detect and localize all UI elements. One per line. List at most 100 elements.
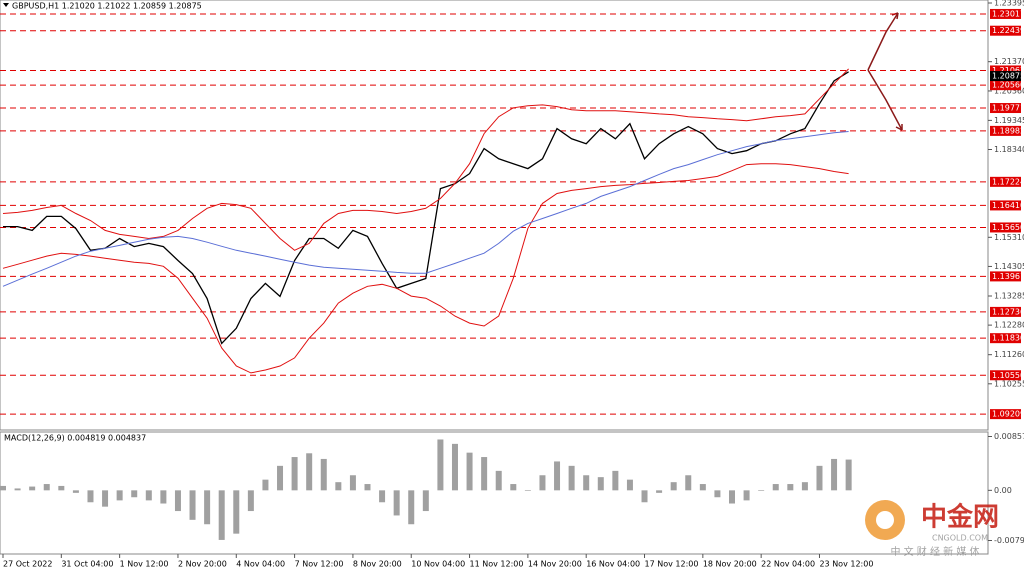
- macd-bar: [0, 485, 6, 491]
- indicator-line: [2, 131, 849, 287]
- macd-bar: [87, 490, 94, 503]
- level-label-box: [990, 103, 1021, 114]
- x-tick-label: 7 Nov 12:00: [295, 560, 344, 569]
- level-label: 1.16410: [992, 201, 1024, 210]
- y-tick-label: 1.12280: [994, 321, 1024, 330]
- macd-bar: [685, 475, 692, 491]
- macd-bar: [408, 490, 415, 525]
- macd-bar: [831, 458, 838, 491]
- macd-bar: [466, 452, 473, 491]
- y-tick-label: 1.10255: [994, 379, 1024, 388]
- price-line: [3, 71, 849, 345]
- macd-bar: [14, 488, 21, 491]
- macd-bar: [247, 490, 254, 512]
- macd-bar: [612, 470, 619, 491]
- macd-bar: [102, 490, 109, 507]
- main-frame: [0, 0, 989, 431]
- watermark: 中金网 CNGOLD.COM 中 文 财 经 新 媒 体: [865, 500, 999, 558]
- level-label: 1.15650: [992, 223, 1024, 232]
- x-tick-label: 11 Nov 12:00: [470, 560, 524, 569]
- macd-bar: [160, 490, 167, 504]
- x-tick-label: 4 Nov 04:00: [236, 560, 285, 569]
- macd-bar: [43, 484, 50, 491]
- macd-bar: [714, 490, 721, 498]
- macd-bar: [291, 457, 298, 491]
- macd-bar: [218, 490, 225, 540]
- macd-bar: [626, 479, 633, 491]
- x-tick-label: 1 Nov 12:00: [120, 560, 169, 569]
- macd-bar: [597, 477, 604, 491]
- macd-bar: [510, 484, 517, 491]
- macd-bar: [481, 457, 488, 491]
- x-tick-label: 17 Nov 12:00: [645, 560, 699, 569]
- level-label-box: [990, 200, 1021, 211]
- macd-bar: [204, 490, 211, 525]
- y-tick-label: -0.007991: [994, 536, 1024, 545]
- macd-bar: [641, 490, 648, 503]
- level-label: 1.20560: [992, 81, 1024, 90]
- x-tick-label: 10 Nov 04:00: [411, 560, 465, 569]
- macd-bar: [758, 490, 765, 491]
- logo-site: CNGOLD.COM: [932, 534, 988, 543]
- current-price-box: [990, 71, 1021, 82]
- arrow-down: [867, 69, 903, 131]
- macd-bar: [189, 490, 196, 520]
- level-label-box: [990, 8, 1021, 19]
- level-label-box: [990, 25, 1021, 36]
- level-label: 1.19771: [992, 104, 1024, 113]
- macd-bar: [306, 453, 313, 491]
- x-tick-label: 22 Nov 04:00: [761, 560, 815, 569]
- macd-bar: [262, 479, 269, 491]
- macd-bar: [554, 461, 561, 491]
- y-tick-label: 1.20360: [994, 86, 1024, 95]
- y-tick-label: 0.008572: [994, 432, 1024, 441]
- y-tick-label: 1.18340: [994, 145, 1024, 154]
- x-tick-label: 27 Oct 2022: [3, 560, 52, 569]
- level-label: 1.17224: [992, 177, 1024, 186]
- level-label: 1.09209: [992, 410, 1024, 419]
- level-label-box: [990, 333, 1021, 344]
- macd-bar: [699, 484, 706, 491]
- macd-bar: [729, 490, 735, 504]
- macd-bar: [233, 490, 240, 534]
- level-label: 1.18982: [992, 126, 1024, 135]
- arrow-up: [867, 12, 899, 71]
- level-label-box: [990, 271, 1021, 282]
- macd-bar: [451, 443, 458, 491]
- current-price-label: 1.20875: [992, 72, 1024, 81]
- macd-bar: [277, 465, 284, 491]
- macd-bar: [772, 484, 779, 491]
- logo-text: 中金网: [921, 502, 999, 533]
- level-label: 1.12736: [992, 307, 1024, 316]
- macd-bar: [320, 458, 327, 491]
- y-tick-label: 1.13285: [994, 291, 1024, 300]
- macd-bar: [131, 490, 138, 498]
- level-label: 1.21067: [992, 66, 1024, 75]
- y-tick-label: 1.15310: [994, 233, 1024, 242]
- indicator-line: [2, 163, 849, 374]
- level-label-box: [990, 370, 1021, 381]
- macd-bar: [379, 490, 386, 503]
- x-tick-label: 16 Nov 04:00: [586, 560, 640, 569]
- level-label: 1.22439: [992, 26, 1024, 35]
- arrow-head: [895, 124, 903, 131]
- y-tick-label: 1.14305: [994, 262, 1024, 271]
- macd-bar: [583, 475, 590, 491]
- macd-bar: [495, 470, 502, 491]
- macd-bar: [539, 475, 546, 491]
- level-label-box: [990, 65, 1021, 76]
- level-label-box: [990, 80, 1021, 91]
- x-tick-label: 31 Oct 04:00: [61, 560, 113, 569]
- level-label: 1.23017: [992, 9, 1024, 18]
- y-tick-label: 0.00: [994, 486, 1012, 495]
- title-marker: [3, 3, 9, 7]
- level-label-box: [990, 222, 1021, 233]
- logo-tagline: 中 文 财 经 新 媒 体: [890, 545, 979, 558]
- x-tick-label: 8 Nov 20:00: [353, 560, 402, 569]
- macd-bar: [145, 490, 152, 501]
- y-tick-label: 1.21370: [994, 57, 1024, 66]
- x-tick-label: 18 Nov 20:00: [703, 560, 757, 569]
- macd-bar: [349, 475, 356, 491]
- macd-title: MACD(12,26,9) 0.004819 0.004837: [4, 434, 146, 443]
